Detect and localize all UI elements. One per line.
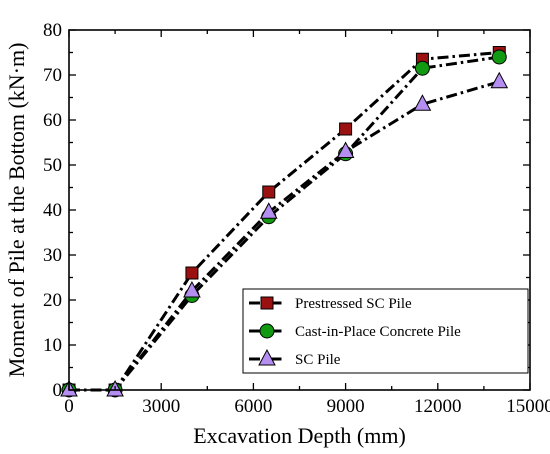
- data-point-circle: [491, 49, 507, 65]
- axis-ticks: 0 3000 6000 9000 12000 15000 0 10 20 30 40 50 60 70 80: [43, 20, 550, 417]
- data-point-triangle: [259, 202, 278, 219]
- data-point-triangle: [490, 71, 509, 89]
- x-tick-label: 15000: [506, 396, 550, 417]
- legend-label: Prestressed SC Pile: [295, 296, 412, 312]
- y-tick-label: 20: [43, 290, 62, 311]
- y-tick-label: 0: [53, 380, 63, 401]
- data-point-triangle: [413, 94, 432, 111]
- x-tick-label: 0: [64, 396, 74, 417]
- legend-marker-circle: [259, 323, 275, 339]
- x-axis-title: Excavation Depth (mm): [193, 423, 406, 448]
- x-tick-label: 9000: [327, 396, 365, 417]
- legend-label: SC Pile: [295, 352, 341, 368]
- legend-box: [242, 288, 529, 374]
- y-tick-label: 40: [43, 200, 62, 221]
- data-point-square: [185, 266, 199, 280]
- legend-marker-square: [260, 296, 274, 310]
- y-tick-label: 70: [43, 65, 62, 86]
- legend-marker-triangle: [258, 348, 276, 366]
- data-point-triangle: [336, 141, 355, 158]
- data-point-square: [262, 185, 276, 199]
- data-point-circle: [414, 60, 430, 76]
- x-tick-label: 3000: [142, 396, 180, 417]
- y-axis-title: Moment of Pile at the Bottom (kN·m): [4, 43, 29, 378]
- y-tick-label: 50: [43, 155, 62, 176]
- y-tick-label: 30: [43, 245, 62, 266]
- legend-label: Cast-in-Place Concrete Pile: [295, 324, 461, 340]
- legend: Prestressed SC Pile Cast-in-Place Concret…: [242, 288, 529, 374]
- y-tick-label: 80: [43, 20, 62, 41]
- x-tick-label: 12000: [414, 396, 462, 417]
- data-point-triangle: [183, 280, 201, 298]
- x-tick-label: 6000: [234, 396, 272, 417]
- y-tick-label: 10: [43, 335, 62, 356]
- y-tick-label: 60: [43, 110, 62, 131]
- data-point-square: [339, 122, 353, 136]
